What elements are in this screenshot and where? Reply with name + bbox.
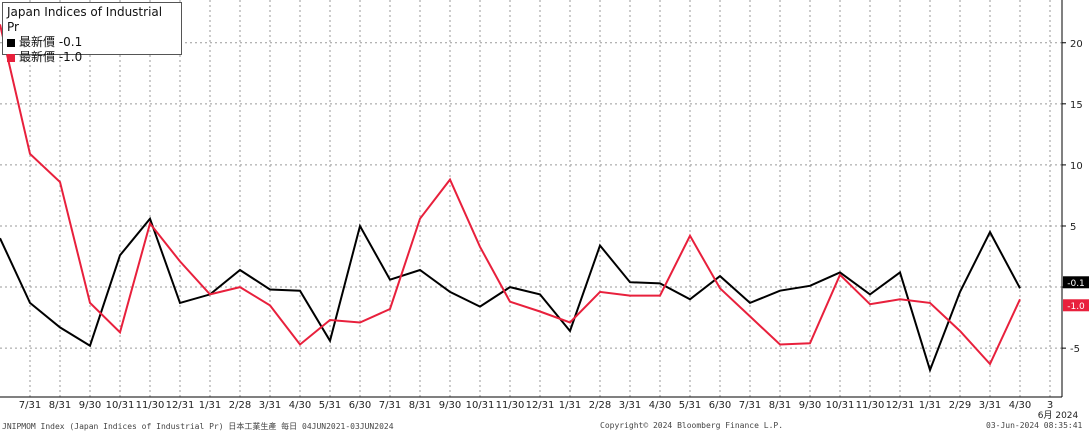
- x-tick-label: 3/31: [979, 400, 1001, 411]
- x-tick-label: 8/31: [49, 400, 71, 411]
- last-value-flag: [1063, 299, 1089, 312]
- last-value-label: -1.0: [1067, 302, 1085, 312]
- y-tick-label: 10: [1070, 161, 1083, 172]
- legend-entry-red: 最新價 -1.0: [7, 50, 177, 65]
- y-tick-label: 15: [1070, 100, 1083, 111]
- footer-timestamp: 03-Jun-2024 08:35:41: [986, 421, 1083, 430]
- footer-source: JNIPMOM Index (Japan Indices of Industri…: [2, 422, 394, 431]
- series-line-0: [0, 216, 1021, 374]
- legend-entry-black: 最新價 -0.1: [7, 35, 177, 50]
- legend-swatch-black: [7, 38, 15, 47]
- x-tick-label: 9/30: [79, 400, 101, 411]
- x-extra-label: 6月 2024: [1038, 410, 1079, 421]
- x-tick-label: 10/31: [106, 400, 135, 411]
- x-tick-label: 2/28: [229, 400, 251, 411]
- legend-title: Japan Indices of Industrial Pr: [7, 5, 163, 34]
- legend: Japan Indices of Industrial Pr 最新價 -0.1 …: [2, 2, 182, 64]
- x-tick-label: 12/31: [886, 400, 915, 411]
- x-tick-label: 6/30: [349, 400, 371, 411]
- x-tick-label: 8/31: [409, 400, 431, 411]
- x-tick-label: 7/31: [19, 400, 41, 411]
- legend-swatch-red: [7, 53, 15, 62]
- x-tick-label: 6/30: [709, 400, 731, 411]
- x-tick-label: 11/30: [496, 400, 525, 411]
- x-tick-label: 12/31: [166, 400, 195, 411]
- series-line-1: [0, 24, 1021, 366]
- x-tick-label: 10/31: [466, 400, 495, 411]
- x-tick-label: 11/30: [856, 400, 885, 411]
- x-tick-label: 1/31: [559, 400, 581, 411]
- series-lines: [0, 24, 1021, 374]
- last-value-flag: [1063, 276, 1089, 289]
- x-tick-label: 1/31: [199, 400, 221, 411]
- last-value-label: -0.1: [1067, 279, 1085, 289]
- x-tick-label: 3/31: [619, 400, 641, 411]
- x-tick-label: 5/31: [319, 400, 341, 411]
- x-tick-label: 4/30: [289, 400, 311, 411]
- y-tick-label: 20: [1070, 39, 1083, 50]
- x-tick-label: 9/30: [439, 400, 461, 411]
- legend-label-red: 最新價 -1.0: [19, 50, 83, 64]
- x-tick-label: 3: [1047, 400, 1053, 411]
- y-tick-label: 5: [1070, 222, 1076, 233]
- x-tick-label: 7/31: [739, 400, 761, 411]
- x-tick-label: 4/30: [1009, 400, 1031, 411]
- x-tick-label: 3/31: [259, 400, 281, 411]
- x-tick-label: 2/29: [949, 400, 971, 411]
- x-tick-label: 7/31: [379, 400, 401, 411]
- y-tick-label: -5: [1070, 344, 1080, 355]
- x-tick-label: 1/31: [919, 400, 941, 411]
- legend-label-black: 最新價 -0.1: [19, 35, 83, 49]
- x-tick-label: 11/30: [136, 400, 165, 411]
- footer-copyright: Copyright© 2024 Bloomberg Finance L.P.: [600, 421, 784, 430]
- x-tick-label: 8/31: [769, 400, 791, 411]
- axes: [0, 0, 1066, 398]
- x-tick-label: 2/28: [589, 400, 611, 411]
- x-tick-label: 9/30: [799, 400, 821, 411]
- x-tick-label: 5/31: [679, 400, 701, 411]
- x-tick-label: 12/31: [526, 400, 555, 411]
- x-tick-label: 10/31: [826, 400, 855, 411]
- x-tick-label: 4/30: [649, 400, 671, 411]
